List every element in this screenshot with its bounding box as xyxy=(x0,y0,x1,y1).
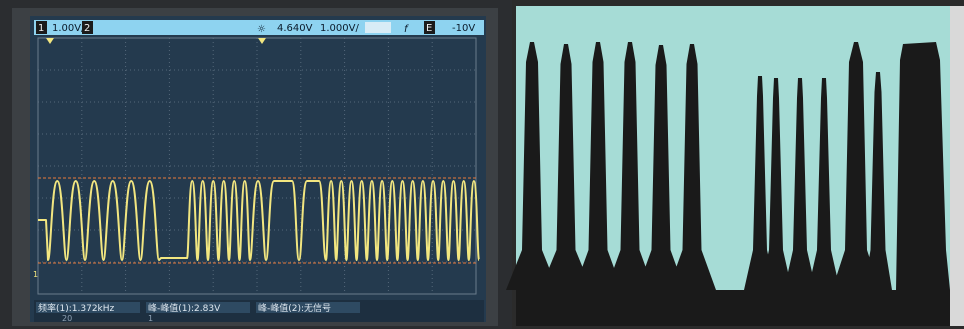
ch1-marker: 1 xyxy=(38,23,44,34)
right-paper-edge xyxy=(950,6,964,326)
ch1-scale: 1.00V/ xyxy=(52,23,85,34)
graticule-border xyxy=(37,37,477,295)
light-background xyxy=(516,6,958,300)
ch1-marker-box xyxy=(36,21,47,34)
trigger-level: 4.640V xyxy=(277,23,313,34)
trigger-position-marker xyxy=(46,38,54,44)
measurement-frequency: 频率(1):1.372kHz xyxy=(38,302,115,314)
offset: -10V xyxy=(452,23,475,34)
timebase: 1.000V/ xyxy=(320,23,359,34)
measurement-cell-2 xyxy=(146,302,250,313)
bottom-readout-2: 1 xyxy=(148,314,153,323)
ch2-marker-box xyxy=(82,21,93,34)
bottom-dark-band xyxy=(516,290,958,326)
graticule xyxy=(38,38,476,294)
measurement-bar: 频率(1):1.372kHz 峰-峰值(1):2.83V 峰-峰值(2):无信号… xyxy=(34,300,484,323)
ch2-marker: 2 xyxy=(84,23,90,34)
oscilloscope-photo: 1 1.00V/ 2 ☼ 4.640V 1.000V/ f E -10V 1 xyxy=(12,8,498,326)
measurement-pk-pk-1: 峰-峰值(1):2.83V xyxy=(148,302,221,314)
measurement-pk-pk-2: 峰-峰值(2):无信号 xyxy=(258,302,331,314)
sun-icon: ☼ xyxy=(257,24,266,35)
measurement-cell-3 xyxy=(256,302,360,313)
center-marker xyxy=(258,38,266,44)
status-bar: 1 1.00V/ 2 ☼ 4.640V 1.000V/ f E -10V xyxy=(34,20,484,35)
e-marker: E xyxy=(426,23,432,34)
scope-screen xyxy=(30,16,486,322)
e-marker-box xyxy=(424,21,435,34)
measurement-cell-1 xyxy=(36,302,140,313)
black-peak-shapes xyxy=(506,42,950,300)
peak-silhouette-photo xyxy=(506,0,964,329)
bottom-readout-1: 20 xyxy=(62,314,72,323)
signal-trace xyxy=(38,180,480,261)
ch1-ground-marker: 1 xyxy=(33,270,38,279)
status-field-box xyxy=(365,22,391,33)
f-icon: f xyxy=(404,24,409,35)
